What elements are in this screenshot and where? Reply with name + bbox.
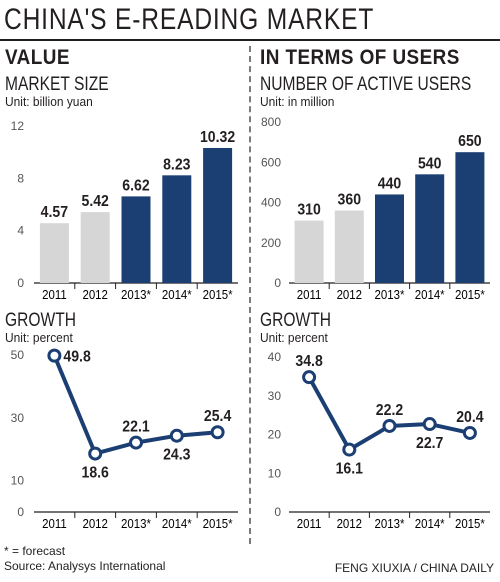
users-growth-ytick-label: 40 — [268, 350, 282, 364]
active-users-bar — [375, 194, 404, 283]
value-growth-data-label: 24.3 — [163, 446, 190, 464]
active-users-bar — [415, 174, 445, 283]
value-growth-point — [169, 428, 184, 443]
users-growth-xtick-label: 2015* — [455, 516, 485, 531]
active-users-title: NUMBER OF ACTIVE USERS — [260, 74, 472, 95]
footnote: * = forecast Source: Analysys Internatio… — [4, 544, 165, 574]
active-users-data-label: 360 — [338, 191, 361, 209]
market-size-data-label: 6.62 — [122, 177, 149, 195]
users-growth-xtick-label: 2011 — [297, 516, 322, 531]
users-growth-ytick-label: 10 — [268, 466, 282, 480]
market-size-xtick-label: 2013* — [121, 287, 151, 302]
market-size-unit: Unit: billion yuan — [5, 94, 93, 109]
value-growth-ytick-label: 50 — [11, 348, 25, 362]
value-growth-xtick-label: 2011 — [42, 516, 67, 531]
users-growth-ytick-label: 20 — [268, 428, 282, 442]
credit: FENG XIUXIA / CHINA DAILY — [334, 561, 494, 575]
active-users-bar — [334, 210, 364, 283]
value-growth-ytick-label: 0 — [17, 505, 24, 519]
value-growth-xtick-label: 2012 — [82, 516, 108, 531]
market-size-xtick-label: 2015* — [203, 287, 233, 302]
value-growth-xtick-label: 2013* — [121, 516, 151, 531]
market-size-data-label: 8.23 — [163, 156, 190, 174]
users-growth-xtick-label: 2013* — [375, 516, 405, 531]
users-growth-data-label: 20.4 — [456, 408, 484, 426]
market-size-xtick-label: 2012 — [82, 287, 108, 302]
market-size-ytick-label: 0 — [17, 276, 24, 290]
market-size-xtick-label: 2011 — [42, 287, 67, 302]
value-growth-data-label: 22.1 — [122, 418, 149, 436]
users-growth-ytick-label: 0 — [274, 505, 281, 519]
forecast-note: * = forecast — [4, 544, 66, 558]
value-growth-point — [47, 348, 62, 363]
users-growth-point — [342, 442, 357, 457]
market-size-title: MARKET SIZE — [5, 74, 109, 95]
value-growth-ytick-label: 10 — [11, 474, 25, 488]
active-users-data-label: 650 — [458, 132, 481, 150]
active-users-ytick-label: 0 — [274, 276, 281, 290]
active-users-xtick-label: 2014* — [415, 287, 445, 302]
value-heading: VALUE — [5, 46, 70, 69]
market-size-bar — [121, 196, 151, 283]
value-growth-data-label: 18.6 — [81, 464, 108, 482]
market-size-bar — [203, 147, 233, 283]
active-users-bar — [455, 152, 485, 283]
market-size-ytick-label: 8 — [17, 171, 24, 185]
active-users-ytick-label: 800 — [261, 115, 281, 129]
active-users-xtick-label: 2015* — [455, 287, 485, 302]
title-rule — [0, 39, 500, 41]
active-users-xtick-label: 2011 — [297, 287, 322, 302]
source-note: Source: Analysys International — [4, 559, 166, 573]
market-size-data-label: 10.32 — [200, 128, 235, 146]
value-growth-unit: Unit: percent — [5, 330, 73, 345]
users-growth-data-label: 22.7 — [416, 434, 443, 452]
active-users-ytick-label: 200 — [261, 236, 281, 250]
users-growth-xtick-label: 2012 — [337, 516, 363, 531]
market-size-data-label: 4.57 — [41, 203, 68, 221]
active-users-data-label: 540 — [418, 155, 441, 173]
users-growth-ytick-label: 30 — [268, 389, 282, 403]
market-size-ytick-label: 4 — [17, 224, 24, 238]
users-growth-point — [422, 417, 437, 432]
value-growth-ytick-label: 30 — [11, 411, 25, 425]
active-users-xtick-label: 2012 — [337, 287, 363, 302]
users-growth-point — [302, 370, 317, 385]
active-users-bar — [294, 220, 324, 283]
value-growth-xtick-label: 2015* — [203, 516, 233, 531]
market-size-xtick-label: 2014* — [162, 287, 192, 302]
page-title: CHINA'S E-READING MARKET — [4, 3, 375, 36]
active-users-data-label: 310 — [297, 201, 320, 219]
value-growth-title: GROWTH — [5, 310, 76, 331]
users-growth-xtick-label: 2014* — [415, 516, 445, 531]
users-growth-title: GROWTH — [260, 310, 331, 331]
value-growth-data-label: 49.8 — [63, 348, 90, 366]
value-growth-point — [129, 435, 143, 450]
users-growth-data-label: 22.2 — [376, 401, 403, 419]
users-growth-data-label: 16.1 — [336, 460, 363, 478]
market-size-ytick-label: 12 — [11, 119, 25, 133]
value-growth-point — [88, 446, 103, 461]
users-growth-point — [382, 418, 397, 433]
market-size-data-label: 5.42 — [81, 192, 108, 210]
active-users-data-label: 440 — [378, 175, 401, 193]
active-users-ytick-label: 400 — [261, 196, 281, 210]
users-heading: IN TERMS OF USERS — [260, 46, 460, 69]
value-growth-point — [210, 425, 225, 440]
users-growth-unit: Unit: percent — [260, 330, 328, 345]
active-users-ytick-label: 600 — [261, 155, 281, 169]
active-users-unit: Unit: in million — [260, 94, 335, 109]
market-size-bar — [39, 223, 69, 283]
value-growth-data-label: 25.4 — [204, 407, 232, 425]
value-growth-xtick-label: 2014* — [162, 516, 192, 531]
users-growth-point — [462, 425, 477, 440]
market-size-bar — [80, 212, 110, 283]
market-size-bar — [162, 175, 192, 283]
column-divider — [249, 46, 251, 544]
active-users-xtick-label: 2013* — [375, 287, 405, 302]
users-growth-data-label: 34.8 — [295, 352, 322, 370]
